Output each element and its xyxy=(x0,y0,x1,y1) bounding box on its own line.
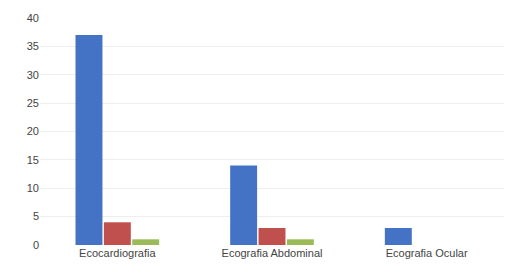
svg-text:Ecografia Ocular: Ecografia Ocular xyxy=(386,247,468,259)
svg-text:25: 25 xyxy=(27,97,39,109)
svg-text:0: 0 xyxy=(33,239,39,251)
svg-text:Ecografia Abdominal: Ecografia Abdominal xyxy=(222,247,323,259)
svg-text:Ecocardiografia: Ecocardiografia xyxy=(79,247,156,259)
svg-text:40: 40 xyxy=(27,12,39,24)
svg-text:15: 15 xyxy=(27,154,39,166)
svg-text:5: 5 xyxy=(33,210,39,222)
svg-text:30: 30 xyxy=(27,69,39,81)
svg-text:20: 20 xyxy=(27,125,39,137)
svg-text:10: 10 xyxy=(27,182,39,194)
svg-text:35: 35 xyxy=(27,40,39,52)
